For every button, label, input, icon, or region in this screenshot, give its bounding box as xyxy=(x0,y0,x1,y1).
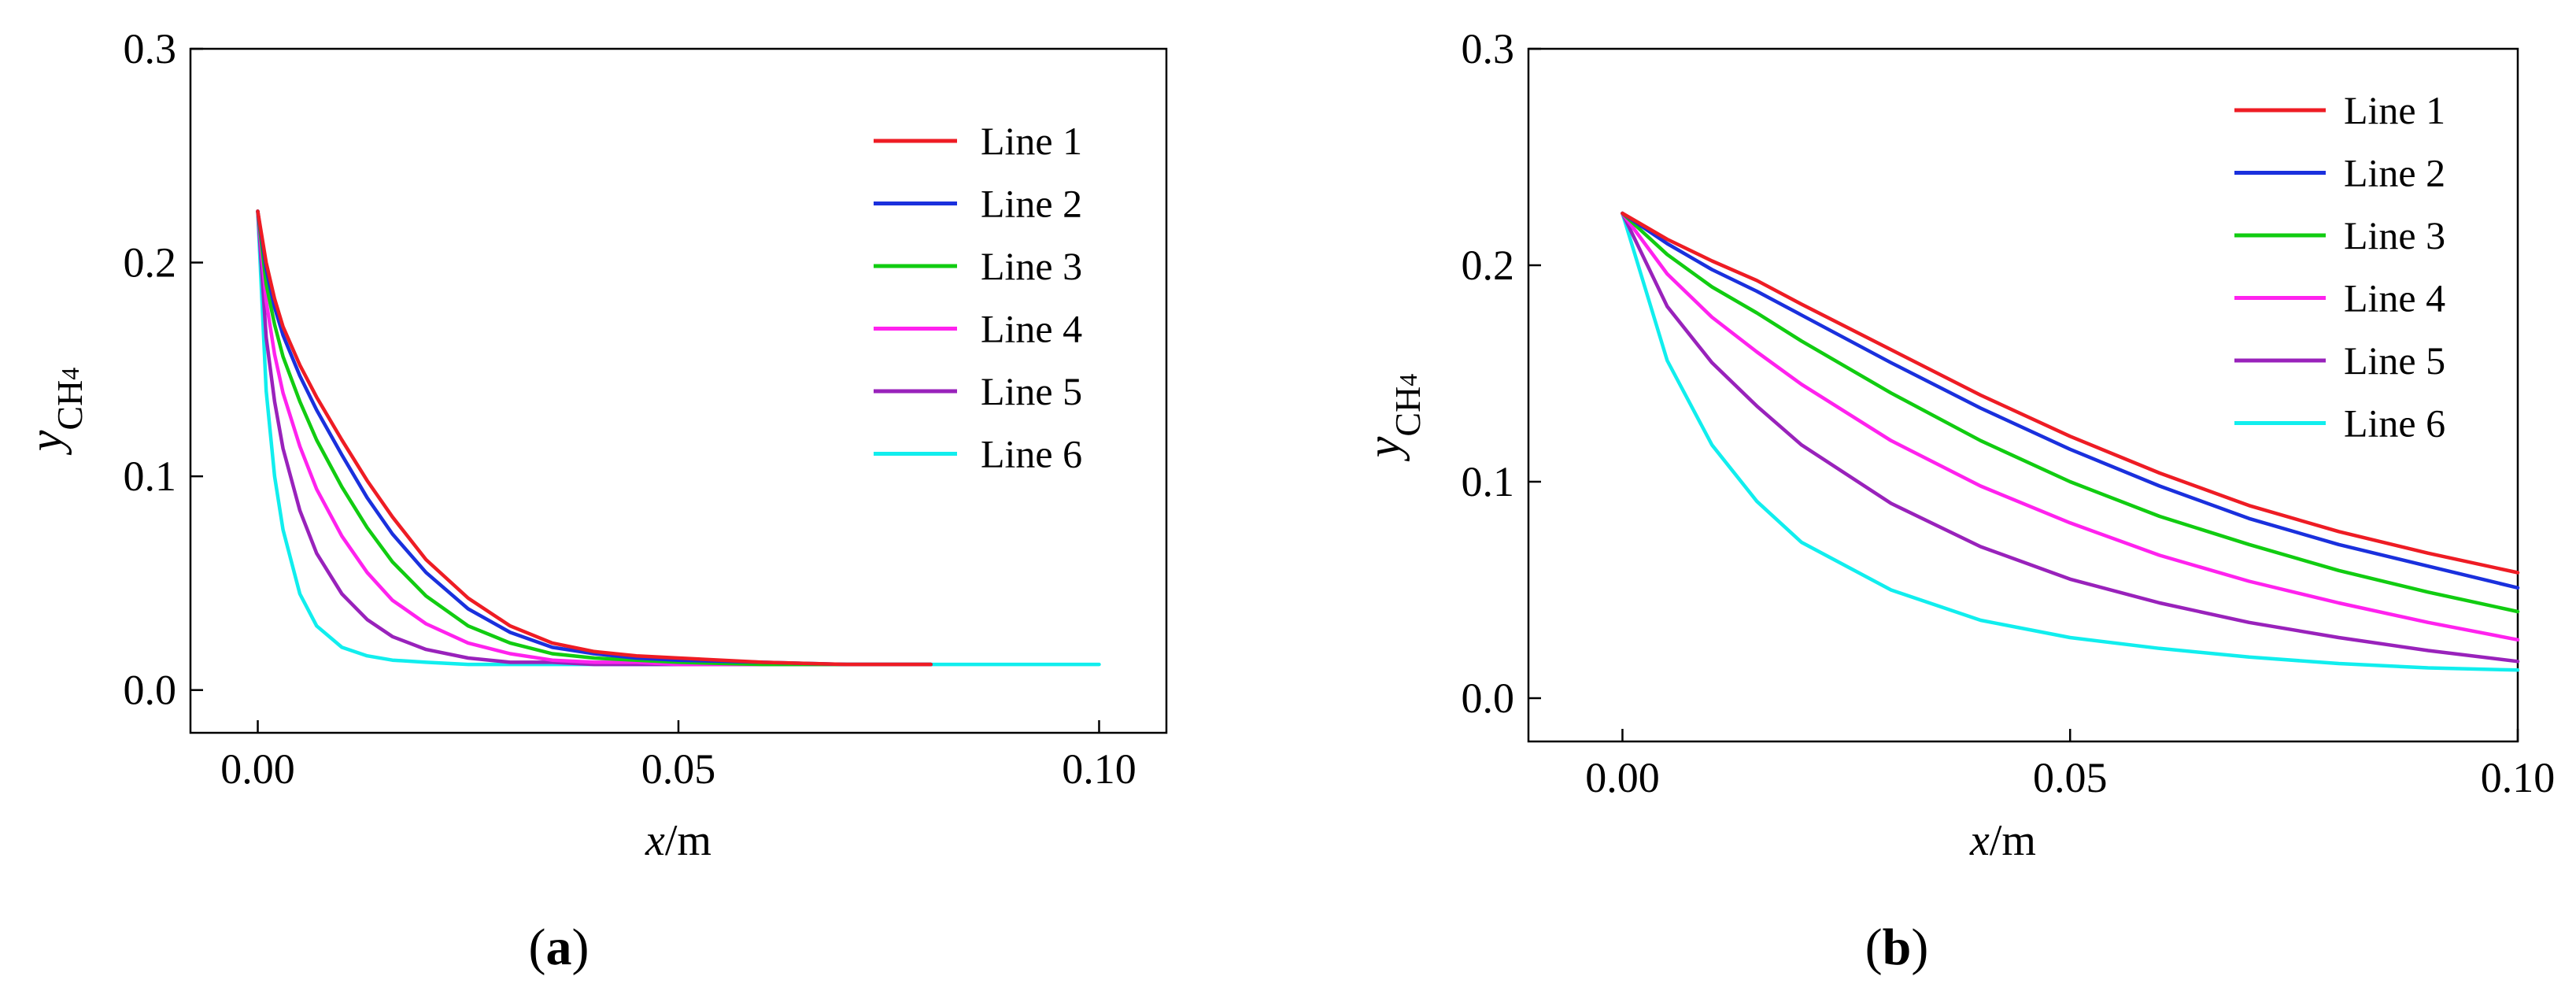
legend-label-5: Line 5 xyxy=(981,369,1082,413)
series-line-1 xyxy=(256,209,933,667)
legend-label-1: Line 1 xyxy=(2344,88,2445,132)
x-tick-label: 0.00 xyxy=(1585,754,1660,801)
y-tick-label: 0.2 xyxy=(1462,242,1515,289)
series-line-4 xyxy=(1621,211,2520,642)
legend-label-4: Line 4 xyxy=(981,307,1082,351)
series-line-1 xyxy=(1621,211,2520,575)
legend-label-2: Line 2 xyxy=(2344,151,2445,195)
series-line-6 xyxy=(256,209,1101,667)
y-tick-label: 0.2 xyxy=(124,239,177,287)
x-tick-label: 0.10 xyxy=(2481,754,2556,801)
chart-panel-a: 0.00 0.05 0.10 0.0 0.1 0.2 0.3 Line 1 Line 2 Lin… xyxy=(20,25,1168,976)
x-tick-label: 0.05 xyxy=(2033,754,2108,801)
panel-label-b: (b) xyxy=(1865,919,1929,976)
y-tick-label: 0.1 xyxy=(1462,458,1515,505)
x-tick-label: 0.10 xyxy=(1062,745,1136,793)
legend-label-3: Line 3 xyxy=(981,244,1082,288)
legend-label-5: Line 5 xyxy=(2344,338,2445,383)
legend-label-3: Line 3 xyxy=(2344,213,2445,257)
series-line-2 xyxy=(256,209,933,667)
x-tick-label: 0.00 xyxy=(220,745,295,793)
series-line-5 xyxy=(256,209,933,667)
legend-label-2: Line 2 xyxy=(981,182,1082,226)
legend-label-6: Line 6 xyxy=(2344,401,2445,446)
y-axis-label: yCH4 xyxy=(1358,374,1428,463)
y-tick-label: 0.3 xyxy=(124,25,177,72)
series-line-2 xyxy=(1621,211,2520,590)
series-line-3 xyxy=(1621,211,2520,614)
y-tick-label: 0.0 xyxy=(124,667,177,714)
plot-frame xyxy=(1527,47,2519,743)
y-axis-label: yCH4 xyxy=(20,368,90,457)
legend-label-6: Line 6 xyxy=(981,432,1082,476)
series-line-4 xyxy=(256,209,933,667)
y-tick-label: 0.0 xyxy=(1462,675,1515,722)
panel-label-a: (a) xyxy=(529,919,589,976)
y-tick-label: 0.3 xyxy=(1462,25,1515,72)
x-axis-label: x/m xyxy=(1969,816,2036,865)
y-tick-label: 0.1 xyxy=(124,453,177,500)
series-line-3 xyxy=(256,209,933,667)
series-line-6 xyxy=(1621,211,2520,672)
legend-label-4: Line 4 xyxy=(2344,276,2445,320)
legend-label-1: Line 1 xyxy=(981,119,1082,163)
x-tick-label: 0.05 xyxy=(641,745,716,793)
series-line-5 xyxy=(1621,211,2520,664)
chart-panel-b: 0.00 0.05 0.10 0.0 0.1 0.2 0.3 Line 1 Line 2 Lin… xyxy=(1358,25,2555,976)
x-axis-label: x/m xyxy=(645,816,711,865)
